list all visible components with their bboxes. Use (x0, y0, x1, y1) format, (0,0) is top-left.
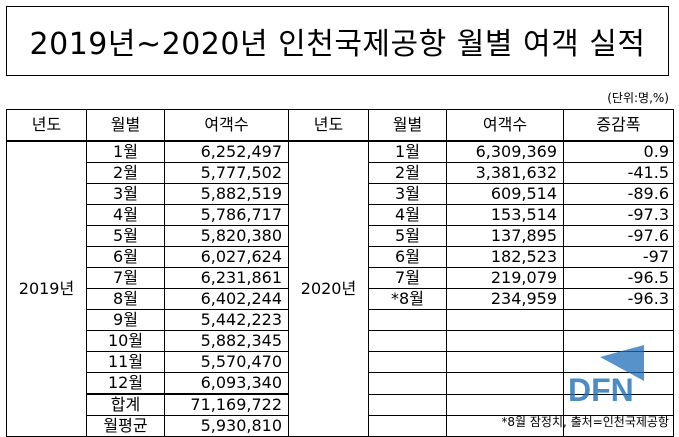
change-2020: 0.9 (563, 140, 674, 163)
table-row: 12월 6,093,340 (7, 372, 674, 395)
month-2020: 1월 (368, 140, 447, 163)
empty-cell (563, 309, 674, 331)
month-2020: 6월 (368, 246, 447, 268)
month-2019: 4월 (86, 204, 165, 226)
year-2019-label: 2019년 (6, 140, 87, 437)
empty-cell (446, 309, 564, 331)
month-2019: 3월 (86, 183, 165, 205)
passengers-2020: 153,514 (446, 204, 564, 226)
header-year: 년도 (6, 109, 87, 142)
passengers-2020: 6,309,369 (446, 140, 564, 163)
passengers-2019: 5,786,717 (164, 204, 289, 226)
passengers-2020: 234,959 (446, 288, 564, 310)
month-2019: 7월 (86, 267, 165, 289)
month-2019: 1월 (86, 140, 165, 163)
month-2019: 6월 (86, 246, 165, 268)
empty-cell (368, 393, 447, 416)
month-2019: 12월 (86, 372, 165, 395)
month-2019: 9월 (86, 309, 165, 331)
passengers-2020: 137,895 (446, 225, 564, 247)
month-2019: 5월 (86, 225, 165, 247)
table-row: 2월 5,777,502 2월 3,381,632 -41.5 (7, 162, 674, 184)
title-box: 2019년~2020년 인천국제공항 월별 여객 실적 (6, 6, 669, 76)
passengers-2019: 5,820,380 (164, 225, 289, 247)
watermark-triangle (600, 345, 644, 381)
table-row: 3월 5,882,519 3월 609,514 -89.6 (7, 183, 674, 205)
empty-cell (368, 351, 447, 373)
passengers-2019: 5,570,470 (164, 351, 289, 373)
header-passengers: 여객수 (164, 109, 289, 142)
year-2020-label: 2020년 (288, 140, 369, 437)
month-2020: 3월 (368, 183, 447, 205)
month-2019: 11월 (86, 351, 165, 373)
table-row: 2019년 1월 6,252,497 2020년 1월 6,309,369 0.… (6, 140, 674, 437)
header-year-2020: 년도 (288, 109, 369, 142)
table-row: 6월 6,027,624 6월 182,523 -97 (7, 246, 674, 268)
header-month: 월별 (86, 109, 165, 142)
header-row: 년도 월별 여객수 년도 월별 여객수 증감폭 (6, 109, 674, 142)
change-2020: -97 (563, 246, 674, 268)
table-row: 8월 6,402,244 *8월 234,959 -96.3 (7, 288, 674, 310)
footnote: *8월 잠정치, 출처=인천국제공항 (501, 415, 669, 429)
passengers-2019: 6,231,861 (164, 267, 289, 289)
passenger-table: 년도 월별 여객수 년도 월별 여객수 증감폭 2019년 1월 6,252,4… (6, 109, 674, 437)
passengers-2020: 3,381,632 (446, 162, 564, 184)
table-row: 월평균 5,930,810 (7, 415, 674, 437)
passengers-2019: 5,882,519 (164, 183, 289, 205)
passengers-2019: 6,093,340 (164, 372, 289, 395)
passengers-2020: 609,514 (446, 183, 564, 205)
empty-cell (446, 372, 564, 395)
passengers-2019: 6,027,624 (164, 246, 289, 268)
table-row: 11월 5,570,470 (7, 351, 674, 373)
dfn-watermark-logo: DFN (568, 345, 644, 405)
passengers-2019: 5,777,502 (164, 162, 289, 184)
empty-cell (368, 372, 447, 395)
month-2020: *8월 (368, 288, 447, 310)
empty-cell (446, 330, 564, 352)
passengers-2019: 5,442,223 (164, 309, 289, 331)
passengers-2020: 182,523 (446, 246, 564, 268)
month-2019: 8월 (86, 288, 165, 310)
passengers-2019: 5,882,345 (164, 330, 289, 352)
empty-cell (446, 351, 564, 373)
table-row: 5월 5,820,380 5월 137,895 -97.6 (7, 225, 674, 247)
change-2020: -41.5 (563, 162, 674, 184)
month-2020: 5월 (368, 225, 447, 247)
table-row: 합계 71,169,722 (7, 393, 674, 416)
change-2020: -97.6 (563, 225, 674, 247)
empty-cell (368, 330, 447, 352)
average-label: 월평균 (86, 415, 165, 437)
month-2019: 2월 (86, 162, 165, 184)
month-2020: 4월 (368, 204, 447, 226)
passengers-2019: 6,252,497 (164, 140, 289, 163)
unit-label: (단위:명,%) (607, 91, 669, 105)
header-change: 증감폭 (563, 109, 674, 142)
empty-cell (368, 415, 447, 437)
empty-cell (368, 309, 447, 331)
total-value: 71,169,722 (164, 393, 289, 416)
passengers-2020: 219,079 (446, 267, 564, 289)
header-passengers-2020: 여객수 (446, 109, 564, 142)
month-2019: 10월 (86, 330, 165, 352)
average-value: 5,930,810 (164, 415, 289, 437)
change-2020: -97.3 (563, 204, 674, 226)
month-2020: 7월 (368, 267, 447, 289)
passengers-2019: 6,402,244 (164, 288, 289, 310)
change-2020: -96.5 (563, 267, 674, 289)
watermark-text: DFN (568, 372, 634, 405)
total-label: 합계 (86, 393, 165, 416)
change-2020: -96.3 (563, 288, 674, 310)
header-month-2020: 월별 (368, 109, 447, 142)
page-title: 2019년~2020년 인천국제공항 월별 여객 실적 (29, 27, 646, 62)
month-2020: 2월 (368, 162, 447, 184)
change-2020: -89.6 (563, 183, 674, 205)
